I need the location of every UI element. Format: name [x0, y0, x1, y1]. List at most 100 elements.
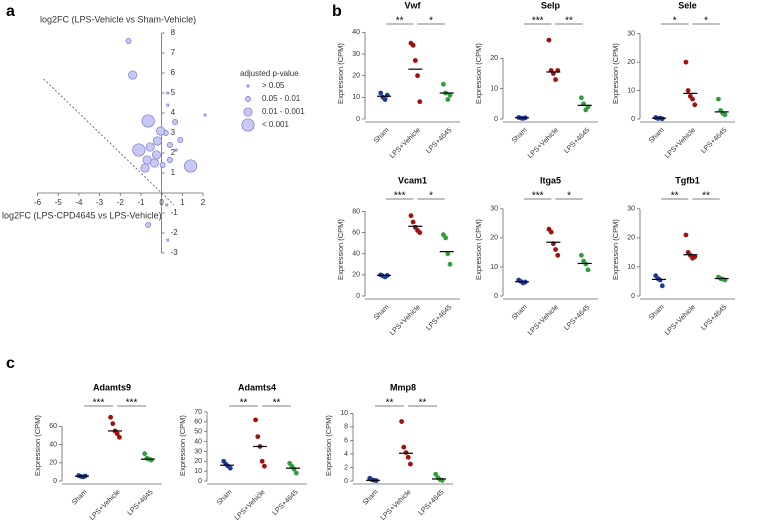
point — [683, 232, 689, 238]
y-tick-label: 0 — [631, 293, 635, 300]
x-tick-label: LPS+Vehicle — [527, 127, 560, 160]
y-axis-label: Expression (CPM) — [178, 415, 187, 476]
point — [156, 126, 166, 136]
significance-label: ** — [386, 398, 394, 409]
y-tick-label: 10 — [490, 264, 498, 271]
significance-label: *** — [126, 398, 138, 409]
x-tick-label: LPS+Vehicle — [389, 304, 422, 337]
y-tick-label: -2 — [171, 228, 179, 237]
point — [114, 431, 120, 437]
legend-label: > 0.05 — [262, 81, 285, 90]
point — [203, 113, 207, 117]
x-tick-label: Sham — [648, 127, 666, 145]
point — [152, 136, 163, 146]
point — [408, 213, 414, 219]
point — [555, 252, 561, 258]
significance-label: ** — [396, 16, 404, 27]
point — [166, 238, 170, 242]
chart-title: Adamts9 — [93, 382, 131, 392]
point — [399, 419, 404, 424]
x-tick-label: LPS+Vehicle — [380, 489, 413, 522]
point — [166, 91, 170, 95]
point — [405, 454, 411, 460]
x-tick-label: LPS+4645 — [425, 127, 453, 155]
y-tick-label: 10 — [490, 86, 498, 93]
point — [447, 261, 453, 267]
x-tick-label: Sham — [648, 304, 666, 322]
chart-title: Vcam1 — [398, 175, 427, 185]
point — [293, 470, 299, 476]
y-tick-label: 0 — [494, 293, 498, 300]
point — [548, 229, 554, 235]
y-tick-label: 30 — [627, 31, 635, 38]
point — [255, 434, 261, 440]
chart-title: Itga5 — [540, 175, 561, 185]
point — [151, 150, 162, 160]
chart-title: Selp — [541, 0, 561, 10]
y-tick-label: 20 — [352, 73, 360, 80]
x-tick-label: -6 — [34, 198, 42, 207]
x-tick-label: -1 — [137, 198, 145, 207]
point — [262, 463, 267, 469]
point — [585, 267, 591, 273]
x-tick-label: LPS+4645 — [417, 489, 445, 517]
y-tick-label: 70 — [194, 409, 202, 416]
point — [683, 59, 689, 65]
y-axis-label: Expression (CPM) — [336, 43, 345, 104]
y-tick-label: 30 — [490, 206, 498, 213]
y-tick-label: 8 — [171, 28, 176, 37]
point — [579, 95, 584, 101]
x-tick-label: Sham — [71, 489, 89, 507]
point — [177, 137, 184, 143]
x-tick-label: -2 — [117, 198, 125, 207]
legend-marker — [245, 96, 251, 102]
y-axis-label: log2FC (LPS-Vehicle vs Sham-Vehicle) — [40, 14, 196, 24]
panel-label: c — [6, 355, 15, 372]
point — [445, 251, 451, 257]
y-tick-label: 30 — [352, 51, 360, 58]
x-tick-label: LPS+Vehicle — [389, 127, 422, 160]
x-tick-label: LPS+4645 — [563, 304, 591, 332]
x-tick-label: LPS+4645 — [700, 127, 728, 155]
point — [172, 119, 179, 125]
y-tick-label: 1 — [171, 168, 176, 177]
y-tick-label: 0 — [53, 478, 57, 485]
point — [417, 230, 423, 235]
legend-label: 0.05 - 0.01 — [262, 94, 301, 103]
point — [159, 162, 166, 168]
point — [125, 38, 132, 44]
y-tick-label: 10 — [627, 87, 635, 94]
point — [142, 451, 148, 457]
point — [443, 235, 448, 241]
y-tick-label: 10 — [194, 468, 202, 475]
significance-label: ** — [240, 398, 248, 409]
y-tick-label: 2 — [344, 464, 348, 471]
y-tick-label: 10 — [340, 410, 348, 417]
y-tick-label: -3 — [171, 248, 179, 257]
y-axis-label: Expression (CPM) — [611, 43, 620, 104]
point — [166, 142, 173, 148]
x-axis-label: log2FC (LPS-CPD4645 vs LPS-Vehicle) — [2, 210, 162, 220]
y-tick-label: 8 — [344, 424, 348, 431]
legend-marker — [241, 118, 255, 132]
y-tick-label: 0 — [356, 116, 360, 123]
legend-title: adjusted p-value — [240, 69, 299, 78]
y-tick-label: 0 — [631, 116, 635, 123]
legend-label: < 0.001 — [262, 120, 289, 129]
x-tick-label: LPS+Vehicle — [664, 127, 697, 160]
significance-label: *** — [532, 16, 544, 27]
x-tick-label: -3 — [96, 198, 104, 207]
y-tick-label: 30 — [194, 448, 202, 455]
y-tick-label: 80 — [352, 208, 360, 215]
x-tick-label: LPS+4645 — [126, 489, 154, 517]
x-tick-label: Sham — [511, 304, 529, 322]
point — [690, 96, 695, 102]
y-axis-label: Expression (CPM) — [324, 415, 333, 476]
significance-label: * — [429, 191, 433, 202]
point — [659, 283, 665, 289]
y-tick-label: -1 — [171, 208, 179, 217]
y-tick-label: 40 — [194, 438, 202, 445]
significance-label: * — [429, 16, 433, 27]
point — [415, 73, 420, 79]
point — [410, 42, 416, 48]
